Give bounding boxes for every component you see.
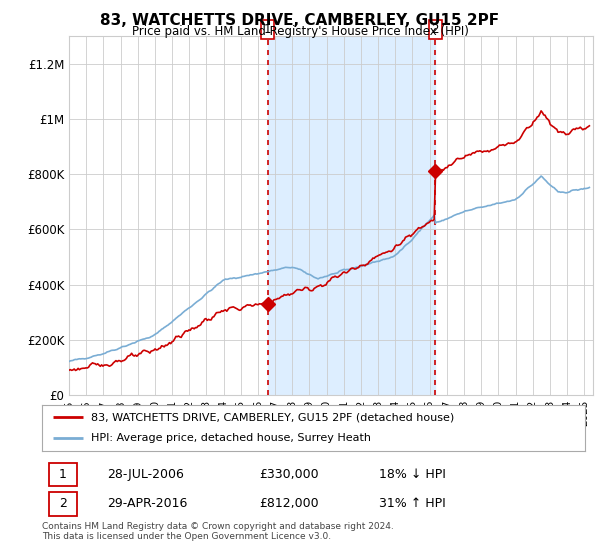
Text: £330,000: £330,000 xyxy=(259,468,319,481)
Text: Price paid vs. HM Land Registry's House Price Index (HPI): Price paid vs. HM Land Registry's House … xyxy=(131,25,469,38)
Text: 2: 2 xyxy=(59,497,67,510)
Text: HPI: Average price, detached house, Surrey Heath: HPI: Average price, detached house, Surr… xyxy=(91,433,371,444)
Text: 29-APR-2016: 29-APR-2016 xyxy=(107,497,188,510)
Text: 83, WATCHETTS DRIVE, CAMBERLEY, GU15 2PF (detached house): 83, WATCHETTS DRIVE, CAMBERLEY, GU15 2PF… xyxy=(91,412,454,422)
Text: 18% ↓ HPI: 18% ↓ HPI xyxy=(379,468,446,481)
Text: 83, WATCHETTS DRIVE, CAMBERLEY, GU15 2PF: 83, WATCHETTS DRIVE, CAMBERLEY, GU15 2PF xyxy=(100,13,500,28)
Text: 31% ↑ HPI: 31% ↑ HPI xyxy=(379,497,445,510)
Text: Contains HM Land Registry data © Crown copyright and database right 2024.
This d: Contains HM Land Registry data © Crown c… xyxy=(42,522,394,542)
Bar xyxy=(268,36,436,395)
Text: 2: 2 xyxy=(431,24,439,36)
Text: 1: 1 xyxy=(59,468,67,481)
Text: 28-JUL-2006: 28-JUL-2006 xyxy=(107,468,184,481)
Text: £812,000: £812,000 xyxy=(259,497,319,510)
Text: 1: 1 xyxy=(264,24,271,36)
FancyBboxPatch shape xyxy=(49,463,77,486)
FancyBboxPatch shape xyxy=(49,492,77,516)
